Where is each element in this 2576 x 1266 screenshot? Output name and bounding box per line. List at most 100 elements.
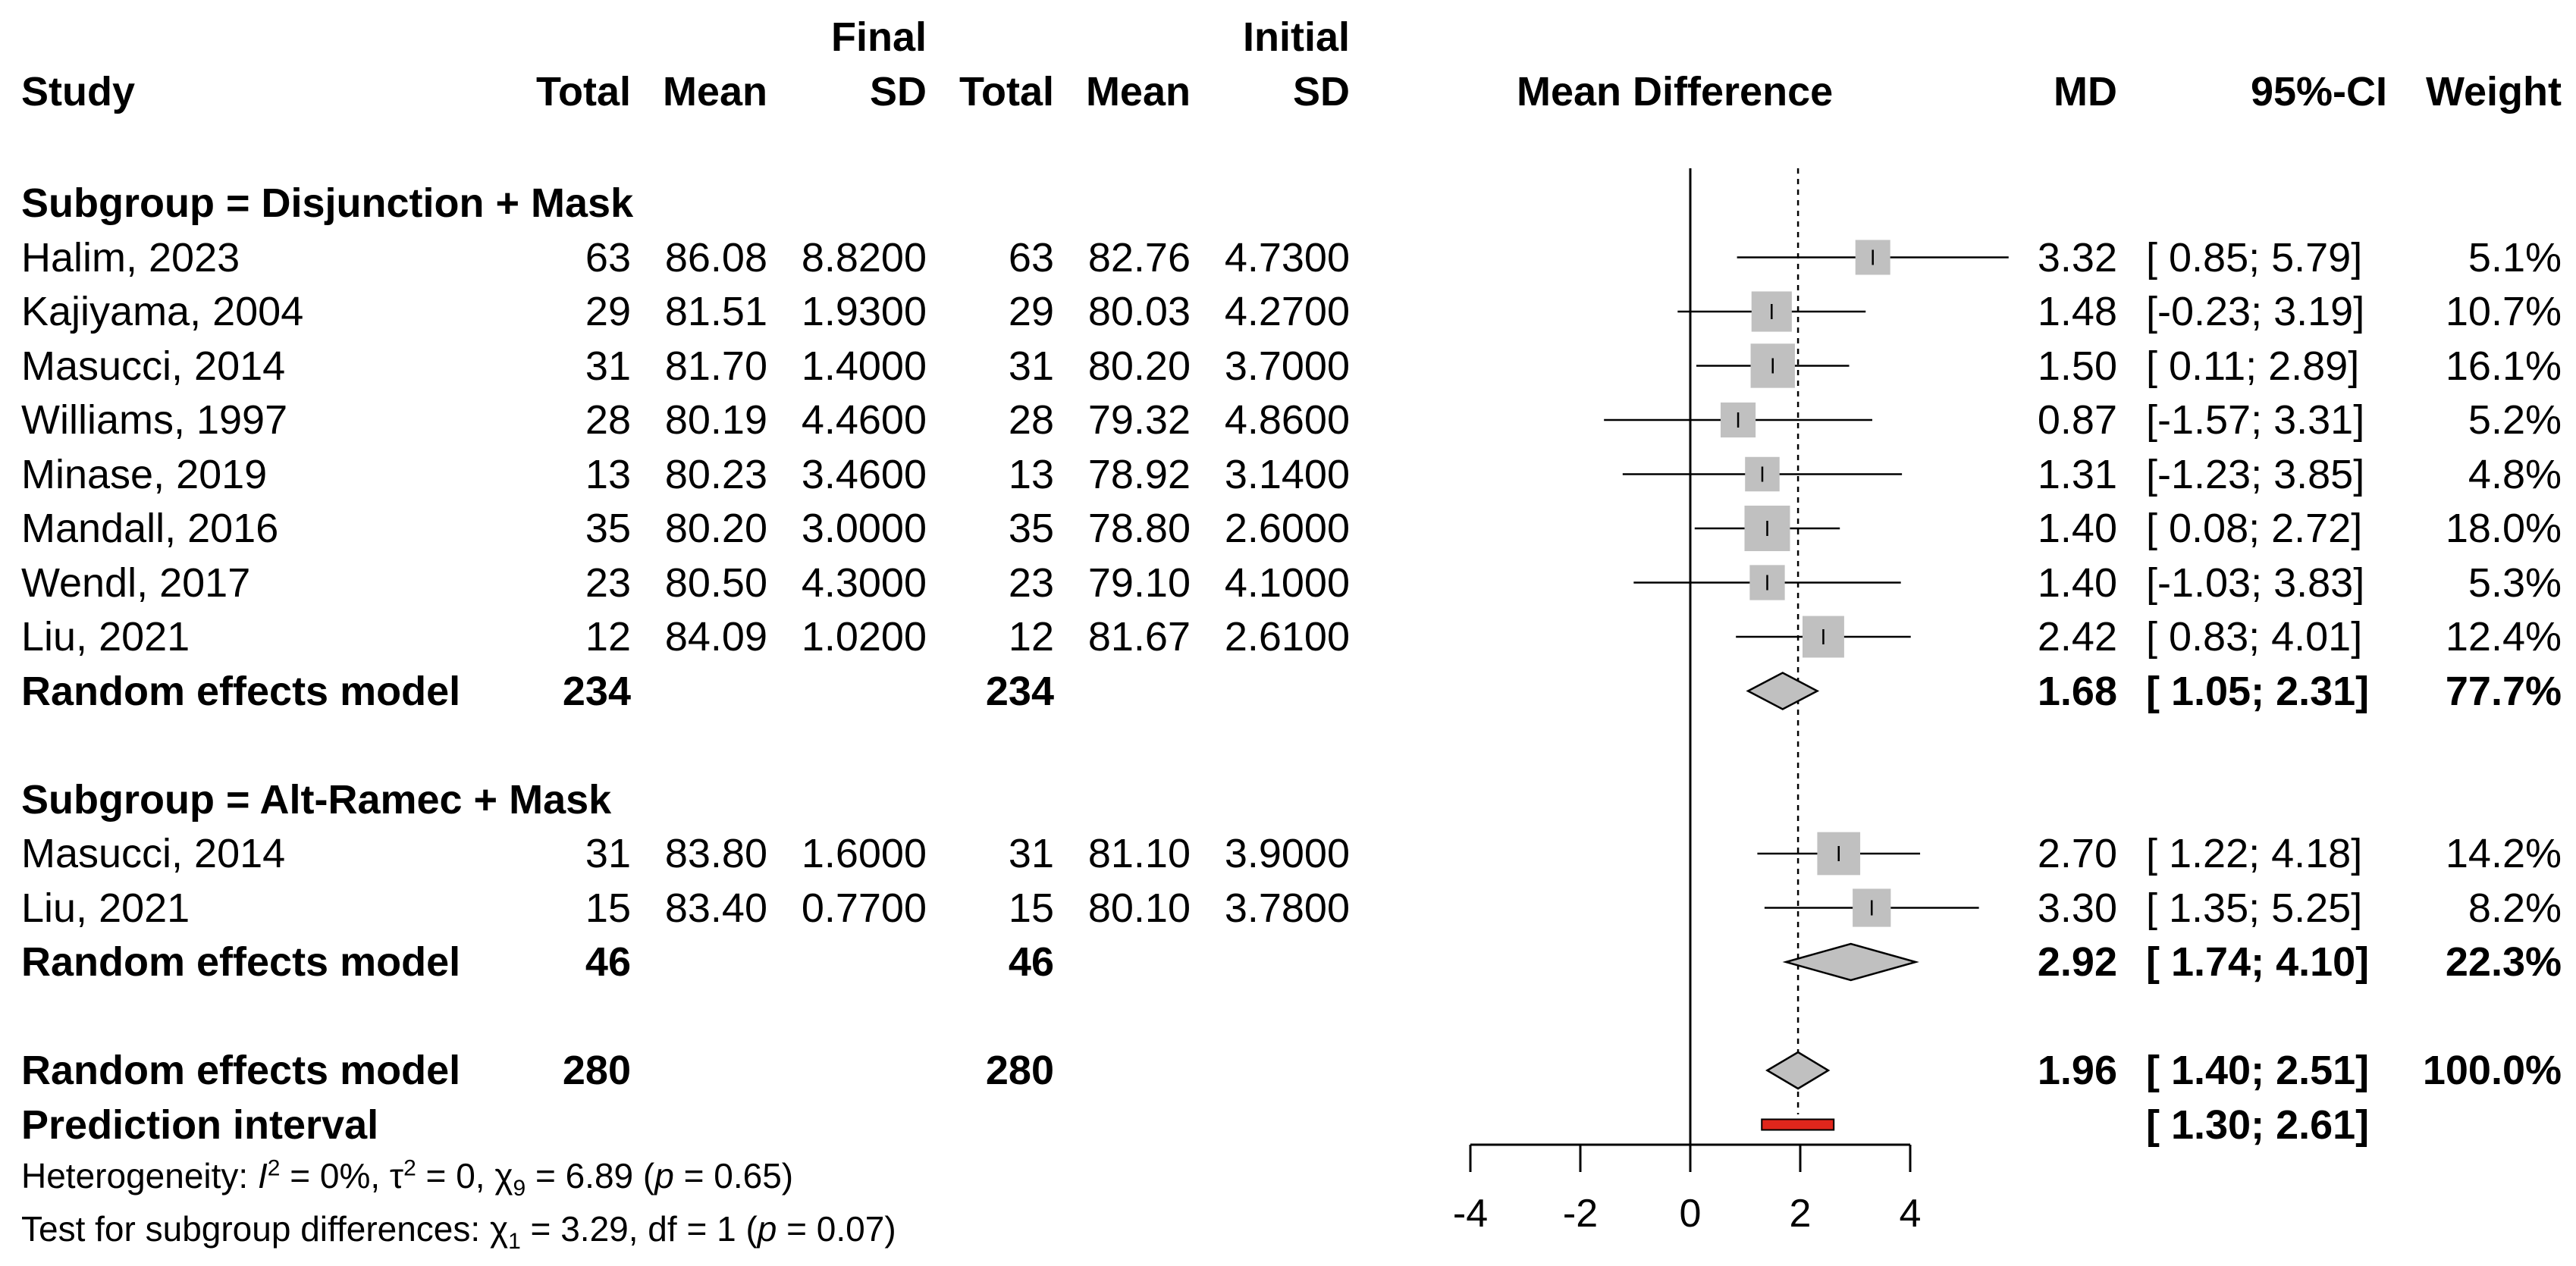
study-weight: 4.8% [2468,451,2562,497]
study-md: 1.40 [2037,506,2117,551]
pooled-weight: 77.7% [2445,668,2562,714]
study-md: 3.32 [2037,234,2117,280]
study-final-sd: 8.8200 [801,234,927,280]
x-axis-tick-label: 0 [1680,1192,1702,1236]
study-final-total: 63 [585,234,631,280]
study-final-total: 35 [585,506,631,551]
study-weight: 18.0% [2445,506,2562,551]
subgroup-test-text: Test for subgroup differences: χ1 = 3.29… [21,1209,896,1255]
pooled-name: Random effects model [21,668,461,714]
study-final-sd: 3.0000 [801,506,927,551]
study-initial-sd: 2.6100 [1224,614,1350,660]
study-weight: 5.2% [2468,397,2562,443]
study-md: 1.48 [2037,289,2117,334]
study-initial-mean: 80.10 [1087,885,1191,931]
study-name: Mandall, 2016 [21,506,279,551]
study-final-mean: 81.51 [664,289,767,334]
pooled-initial-total: 46 [1008,939,1054,985]
study-ci: [ 1.35; 5.25] [2146,885,2363,931]
heterogeneity-text: Heterogeneity: I2 = 0%, τ2 = 0, χ9 = 6.8… [21,1155,794,1202]
header-final-mean: Mean [662,69,767,114]
study-final-sd: 1.4000 [801,343,927,389]
study-name: Liu, 2021 [21,885,190,931]
pooled-final-total: 280 [562,1048,631,1093]
study-weight: 10.7% [2445,289,2562,334]
study-initial-sd: 4.8600 [1224,397,1350,443]
study-initial-mean: 78.92 [1087,451,1191,497]
header-initial-sd: SD [1292,69,1350,114]
study-final-sd: 4.4600 [801,397,927,443]
study-final-total: 31 [585,831,631,876]
study-name: Halim, 2023 [21,234,240,280]
initial-group-label: Initial [1242,14,1350,60]
study-initial-mean: 79.10 [1087,559,1191,606]
study-initial-total: 35 [1008,506,1054,551]
study-weight: 16.1% [2445,343,2562,389]
x-axis-tick-label: -4 [1453,1192,1488,1236]
prediction-ci: [ 1.30; 2.61] [2146,1101,2370,1148]
header-initial-total: Total [959,69,1054,114]
study-initial-sd: 3.9000 [1224,831,1350,876]
study-final-total: 12 [585,614,631,660]
study-weight: 5.3% [2468,559,2562,606]
pooled-md: 1.96 [2037,1048,2117,1093]
study-name: Williams, 1997 [21,397,288,443]
final-group-label: Final [830,14,927,60]
header-study: Study [21,69,136,114]
study-name: Masucci, 2014 [21,831,286,876]
study-initial-total: 31 [1008,343,1054,389]
pooled-final-total: 46 [585,939,631,985]
study-final-mean: 81.70 [664,343,767,389]
study-final-mean: 80.20 [664,506,767,551]
study-weight: 14.2% [2445,831,2562,876]
header-final-sd: SD [869,69,927,114]
pooled-weight: 22.3% [2445,939,2562,985]
study-initial-total: 31 [1008,831,1054,876]
study-final-mean: 80.19 [664,397,767,443]
study-initial-sd: 3.7800 [1224,885,1350,931]
pooled-ci: [ 1.05; 2.31] [2146,668,2370,714]
pooled-name: Random effects model [21,1048,461,1093]
study-final-total: 29 [585,289,631,334]
study-initial-sd: 2.6000 [1224,506,1350,551]
study-final-sd: 1.6000 [801,831,927,876]
pooled-ci: [ 1.40; 2.51] [2146,1048,2370,1093]
study-initial-total: 23 [1008,559,1054,606]
subgroup-label: Subgroup = Alt-Ramec + Mask [21,776,612,823]
study-final-mean: 84.09 [664,614,767,660]
pooled-ci: [ 1.74; 4.10] [2146,939,2370,985]
study-final-sd: 1.0200 [801,614,927,660]
pooled-diamond [1782,942,1919,982]
study-ci: [-1.23; 3.85] [2146,451,2365,497]
study-final-sd: 1.9300 [801,289,927,334]
study-initial-sd: 4.2700 [1224,289,1350,334]
study-md: 1.50 [2037,343,2117,389]
study-ci: [-1.57; 3.31] [2146,397,2365,443]
study-final-mean: 80.50 [664,559,767,606]
prediction-name: Prediction interval [21,1101,379,1148]
study-initial-mean: 78.80 [1087,506,1191,551]
study-ci: [-1.03; 3.83] [2146,559,2365,606]
study-ci: [ 0.83; 4.01] [2146,614,2363,660]
study-initial-mean: 82.76 [1087,234,1191,280]
study-final-total: 23 [585,559,631,606]
study-initial-sd: 3.7000 [1224,343,1350,389]
header-plot: Mean Difference [1517,69,1834,114]
pooled-diamond [1765,1051,1831,1090]
pooled-initial-total: 234 [985,668,1054,714]
header-final-total: Total [536,69,631,114]
pooled-initial-total: 280 [985,1048,1054,1093]
subgroup-label: Subgroup = Disjunction + Mask [21,180,634,226]
study-initial-mean: 79.32 [1087,397,1191,443]
study-weight: 8.2% [2468,885,2562,931]
study-final-sd: 0.7700 [801,885,927,931]
pooled-md: 2.92 [2037,939,2117,985]
study-md: 1.40 [2037,559,2117,606]
study-final-mean: 83.40 [664,885,767,931]
study-ci: [ 1.22; 4.18] [2146,831,2363,876]
study-name: Masucci, 2014 [21,343,286,389]
header-ci: 95%-CI [2250,69,2387,114]
study-md: 0.87 [2037,397,2117,443]
study-initial-mean: 80.03 [1087,289,1191,334]
